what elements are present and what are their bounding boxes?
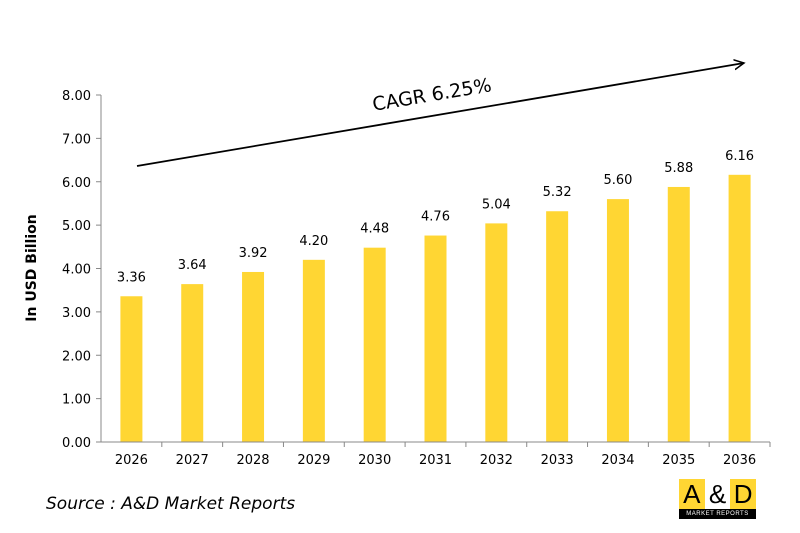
data-label: 5.32 [543,185,572,200]
x-tick-label: 2027 [176,453,209,468]
logo-a: A [679,479,705,509]
y-tick-label: 2.00 [62,349,91,364]
cagr-annotation: CAGR 6.25% [371,74,493,116]
x-tick-label: 2030 [358,453,391,468]
y-tick-label: 6.00 [62,176,91,191]
x-tick-label: 2033 [541,453,574,468]
y-tick-label: 3.00 [62,306,91,321]
y-tick-label: 0.00 [62,436,91,451]
x-tick-label: 2032 [480,453,513,468]
bar-2035 [667,186,690,442]
logo-tagline: MARKET REPORTS [679,509,756,519]
data-label: 5.88 [664,161,693,176]
bar-2036 [728,174,751,442]
data-label: 6.16 [725,149,754,164]
bar-2033 [546,211,569,442]
data-label: 3.36 [117,270,146,285]
bar-2030 [363,247,386,442]
data-label: 5.60 [603,173,632,188]
data-label: 4.48 [360,222,389,237]
ad-logo: A & D MARKET REPORTS [679,479,757,519]
data-label: 4.76 [421,210,450,225]
x-tick-label: 2029 [297,453,330,468]
y-axis-label: In USD Billion [24,214,40,321]
x-tick-label: 2028 [236,453,269,468]
y-tick-label: 8.00 [62,89,91,104]
bar-2026 [120,296,143,442]
data-label: 3.64 [178,258,207,273]
x-tick-label: 2034 [601,453,634,468]
x-tick-label: 2031 [419,453,452,468]
bar-2028 [242,271,265,442]
x-tick-label: 2026 [115,453,148,468]
bar-2034 [606,199,629,442]
data-label: 4.20 [299,234,328,249]
data-label: 3.92 [239,246,268,261]
y-tick-label: 4.00 [62,263,91,278]
bar-2029 [302,259,325,442]
x-tick-label: 2036 [723,453,756,468]
data-label: 5.04 [482,197,511,212]
bar-2027 [181,284,204,442]
bar-2031 [424,235,447,442]
cagr-arrow [136,63,744,167]
y-tick-label: 5.00 [62,219,91,234]
y-tick-label: 1.00 [62,393,91,408]
source-note: Source : A&D Market Reports [46,494,296,514]
x-tick-label: 2035 [662,453,695,468]
y-tick-label: 7.00 [62,132,91,147]
bar-2032 [485,223,508,442]
logo-amp: & [704,479,731,509]
logo-d: D [730,479,757,509]
